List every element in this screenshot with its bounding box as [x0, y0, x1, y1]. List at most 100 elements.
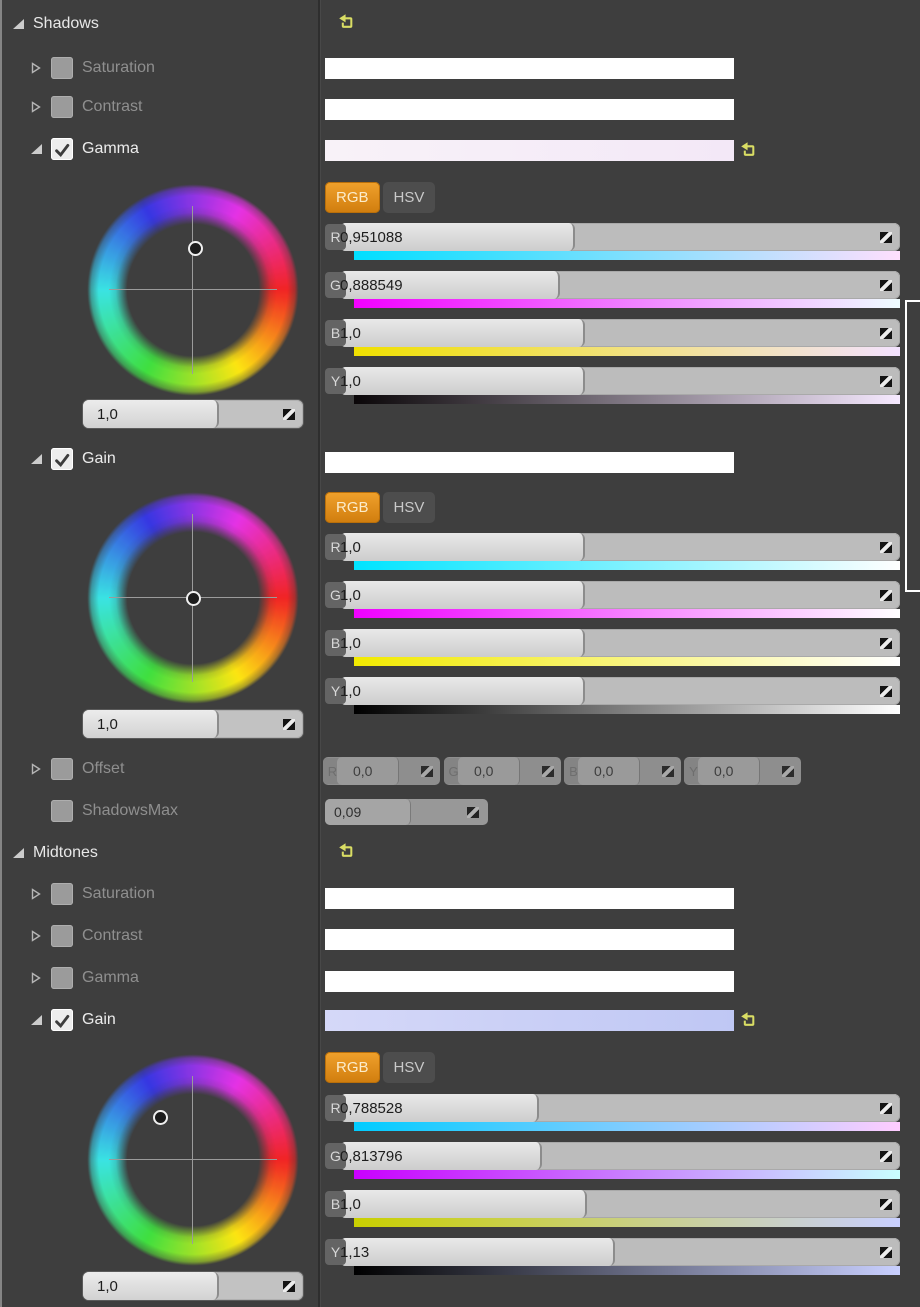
- slider-track[interactable]: [340, 629, 900, 657]
- offset-slider-b[interactable]: B 0,0: [564, 757, 681, 785]
- expanded-triangle-icon[interactable]: [12, 847, 24, 859]
- channel-slider-b[interactable]: B 1,0: [325, 629, 900, 657]
- reset-button[interactable]: [739, 141, 757, 158]
- color-preview-bar[interactable]: [325, 58, 734, 79]
- tab-rgb[interactable]: RGB: [325, 492, 380, 523]
- slider-track[interactable]: [340, 1142, 900, 1170]
- wheel-selector[interactable]: [186, 591, 201, 606]
- reset-icon: [338, 13, 353, 28]
- color-preview-bar[interactable]: [325, 140, 734, 161]
- color-preview-bar[interactable]: [325, 888, 734, 909]
- checkbox-unchecked[interactable]: [51, 967, 73, 989]
- channel-slider-g[interactable]: G 1,0: [325, 581, 900, 609]
- channel-slider-b[interactable]: B 1,0: [325, 319, 900, 347]
- color-preview-bar[interactable]: [325, 929, 734, 950]
- collapsed-triangle-icon[interactable]: [30, 763, 42, 775]
- slider-track[interactable]: [340, 1238, 900, 1266]
- scrollbar-thumb[interactable]: [905, 300, 920, 592]
- collapsed-triangle-icon[interactable]: [30, 62, 42, 74]
- expanded-triangle-icon[interactable]: [12, 18, 24, 30]
- reset-button[interactable]: [739, 1011, 757, 1028]
- channel-slider-g[interactable]: G 0,813796: [325, 1142, 900, 1170]
- slider-value: 1,13: [340, 1243, 370, 1261]
- wheel-selector[interactable]: [188, 241, 203, 256]
- slider-track[interactable]: [340, 271, 900, 299]
- expanded-triangle-icon[interactable]: [30, 453, 42, 465]
- slider-fill: [340, 223, 575, 251]
- property-label: Offset: [82, 760, 125, 777]
- channel-slider-y[interactable]: Y 1,13: [325, 1238, 900, 1266]
- slider-track[interactable]: [340, 367, 900, 395]
- color-preview-bar[interactable]: [325, 1010, 734, 1031]
- checkbox-unchecked[interactable]: [51, 57, 73, 79]
- channel-slider-r[interactable]: R 0,788528: [325, 1094, 900, 1122]
- collapsed-triangle-icon[interactable]: [30, 930, 42, 942]
- slider-fill: [578, 757, 640, 785]
- column-divider[interactable]: [318, 0, 320, 1307]
- checkbox-unchecked[interactable]: [51, 758, 73, 780]
- checkbox-unchecked[interactable]: [51, 925, 73, 947]
- slider-fill: [340, 581, 586, 609]
- slider-track[interactable]: [340, 533, 900, 561]
- color-preview-bar[interactable]: [325, 971, 734, 992]
- channel-slider-g[interactable]: G 0,888549: [325, 271, 900, 299]
- tab-hsv[interactable]: HSV: [382, 182, 436, 213]
- slider-track[interactable]: [340, 1094, 900, 1122]
- checkbox-unchecked[interactable]: [51, 800, 73, 822]
- offset-slider-r[interactable]: R 0,0: [323, 757, 440, 785]
- slider-value: 1,0: [340, 586, 361, 604]
- color-wheel[interactable]: [87, 184, 299, 396]
- slider-track[interactable]: [340, 677, 900, 705]
- slider-value: 1,0: [340, 682, 361, 700]
- checkbox-checked[interactable]: [51, 138, 73, 160]
- tab-hsv[interactable]: HSV: [382, 1052, 436, 1083]
- channel-slider-r[interactable]: R 0,951088: [325, 223, 900, 251]
- channel-chip: B: [325, 320, 346, 346]
- checkbox-unchecked[interactable]: [51, 883, 73, 905]
- channel-slider-y[interactable]: Y 1,0: [325, 677, 900, 705]
- checkbox-checked[interactable]: [51, 1009, 73, 1031]
- offset-slider-y[interactable]: Y 0,0: [684, 757, 801, 785]
- color-wheel[interactable]: [87, 1054, 299, 1266]
- reset-button[interactable]: [337, 842, 355, 859]
- collapsed-triangle-icon[interactable]: [30, 101, 42, 113]
- section-header-midtones[interactable]: Midtones: [12, 841, 98, 865]
- hue-ring[interactable]: [87, 1054, 299, 1266]
- tab-hsv[interactable]: HSV: [382, 492, 436, 523]
- wheel-value-spinbox[interactable]: 1,0: [83, 400, 303, 428]
- offset-slider-g[interactable]: G 0,0: [444, 757, 561, 785]
- channel-slider-r[interactable]: R 1,0: [325, 533, 900, 561]
- channel-gradient-strip: [354, 347, 900, 356]
- checkbox-unchecked[interactable]: [51, 96, 73, 118]
- channel-slider-b[interactable]: B 1,0: [325, 1190, 900, 1218]
- slider-value: 0,951088: [340, 228, 403, 246]
- slider-track[interactable]: [340, 319, 900, 347]
- collapsed-triangle-icon[interactable]: [30, 972, 42, 984]
- diagonal-drag-arrows-icon: [880, 1199, 892, 1210]
- color-wheel[interactable]: [87, 492, 299, 704]
- channel-slider-y[interactable]: Y 1,0: [325, 367, 900, 395]
- reset-button[interactable]: [337, 13, 355, 30]
- expanded-triangle-icon[interactable]: [30, 143, 42, 155]
- checkbox-checked[interactable]: [51, 448, 73, 470]
- collapsed-triangle-icon[interactable]: [30, 888, 42, 900]
- wheel-selector[interactable]: [153, 1110, 168, 1125]
- slider-track[interactable]: [340, 1190, 900, 1218]
- tab-rgb[interactable]: RGB: [325, 1052, 380, 1083]
- color-preview-bar[interactable]: [325, 99, 734, 120]
- color-preview-bar[interactable]: [325, 452, 734, 473]
- wheel-value-spinbox[interactable]: 1,0: [83, 1272, 303, 1300]
- expanded-triangle-icon[interactable]: [30, 1014, 42, 1026]
- wheel-value-spinbox[interactable]: 1,0: [83, 710, 303, 738]
- slider-track[interactable]: [340, 581, 900, 609]
- slider-value: 0,09: [334, 804, 362, 820]
- shadows-max-slider[interactable]: 0,09: [325, 799, 488, 825]
- slider-value: 0,0: [714, 763, 734, 779]
- row-shadows-contrast: Contrast: [30, 95, 142, 119]
- slider-fill: [337, 757, 399, 785]
- slider-fill: [340, 319, 586, 347]
- slider-track[interactable]: [340, 223, 900, 251]
- section-header-shadows[interactable]: Shadows: [12, 12, 99, 36]
- hue-ring[interactable]: [87, 184, 299, 396]
- tab-rgb[interactable]: RGB: [325, 182, 380, 213]
